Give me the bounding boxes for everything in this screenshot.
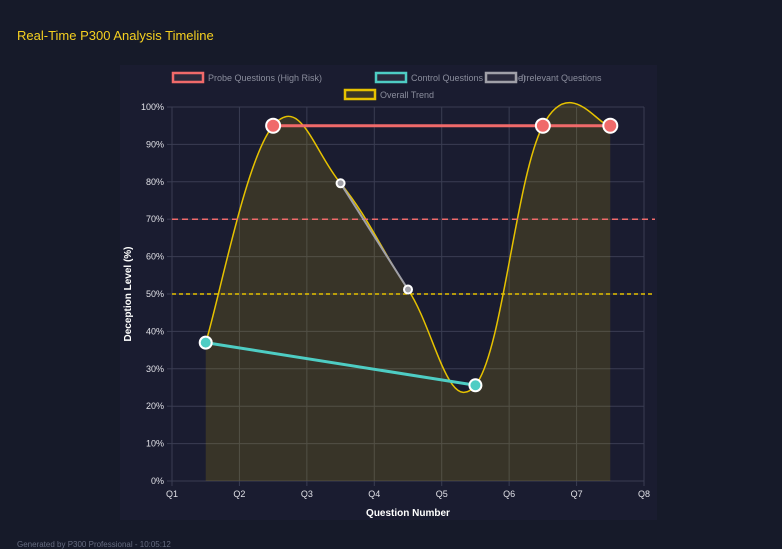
footer-text: Generated by P300 Professional - 10:05:1… <box>17 540 171 549</box>
chart-panel <box>120 65 657 520</box>
data-point <box>265 117 282 134</box>
x-tick-label: Q6 <box>503 489 515 499</box>
data-point <box>534 117 551 134</box>
data-point <box>198 335 213 350</box>
x-axis-label: Question Number <box>366 508 450 519</box>
y-tick-label: 80% <box>146 177 164 187</box>
y-tick-label: 70% <box>146 214 164 224</box>
legend-label: Probe Questions (High Risk) <box>208 73 322 83</box>
x-tick-label: Q2 <box>233 489 245 499</box>
legend-swatch <box>171 71 205 84</box>
x-tick-label: Q8 <box>638 489 650 499</box>
page-title: Real-Time P300 Analysis Timeline <box>17 28 214 43</box>
legend-swatch <box>484 71 518 84</box>
legend-label: Control Questions (Baseline) <box>411 73 526 83</box>
y-tick-label: 40% <box>146 326 164 336</box>
series-line-2 <box>339 182 409 291</box>
y-tick-label: 10% <box>146 439 164 449</box>
data-point <box>602 117 619 134</box>
y-axis-label: Deception Level (%) <box>123 246 134 341</box>
data-point <box>335 178 346 189</box>
y-tick-label: 0% <box>151 476 164 486</box>
x-tick-label: Q4 <box>368 489 380 499</box>
legend-swatch <box>343 88 377 101</box>
y-tick-label: 60% <box>146 252 164 262</box>
data-point <box>468 378 483 393</box>
x-tick-label: Q5 <box>436 489 448 499</box>
data-point <box>403 284 413 295</box>
x-tick-label: Q1 <box>166 489 178 499</box>
legend-label: Irrelevant Questions <box>521 73 602 83</box>
y-tick-label: 30% <box>146 364 164 374</box>
series-line-1 <box>205 341 476 387</box>
legend-swatch <box>374 71 408 84</box>
x-tick-label: Q3 <box>301 489 313 499</box>
y-tick-label: 20% <box>146 401 164 411</box>
y-tick-label: 50% <box>146 289 164 299</box>
y-tick-label: 100% <box>141 102 164 112</box>
x-tick-label: Q7 <box>571 489 583 499</box>
legend-label: Overall Trend <box>380 90 434 100</box>
y-tick-label: 90% <box>146 139 164 149</box>
